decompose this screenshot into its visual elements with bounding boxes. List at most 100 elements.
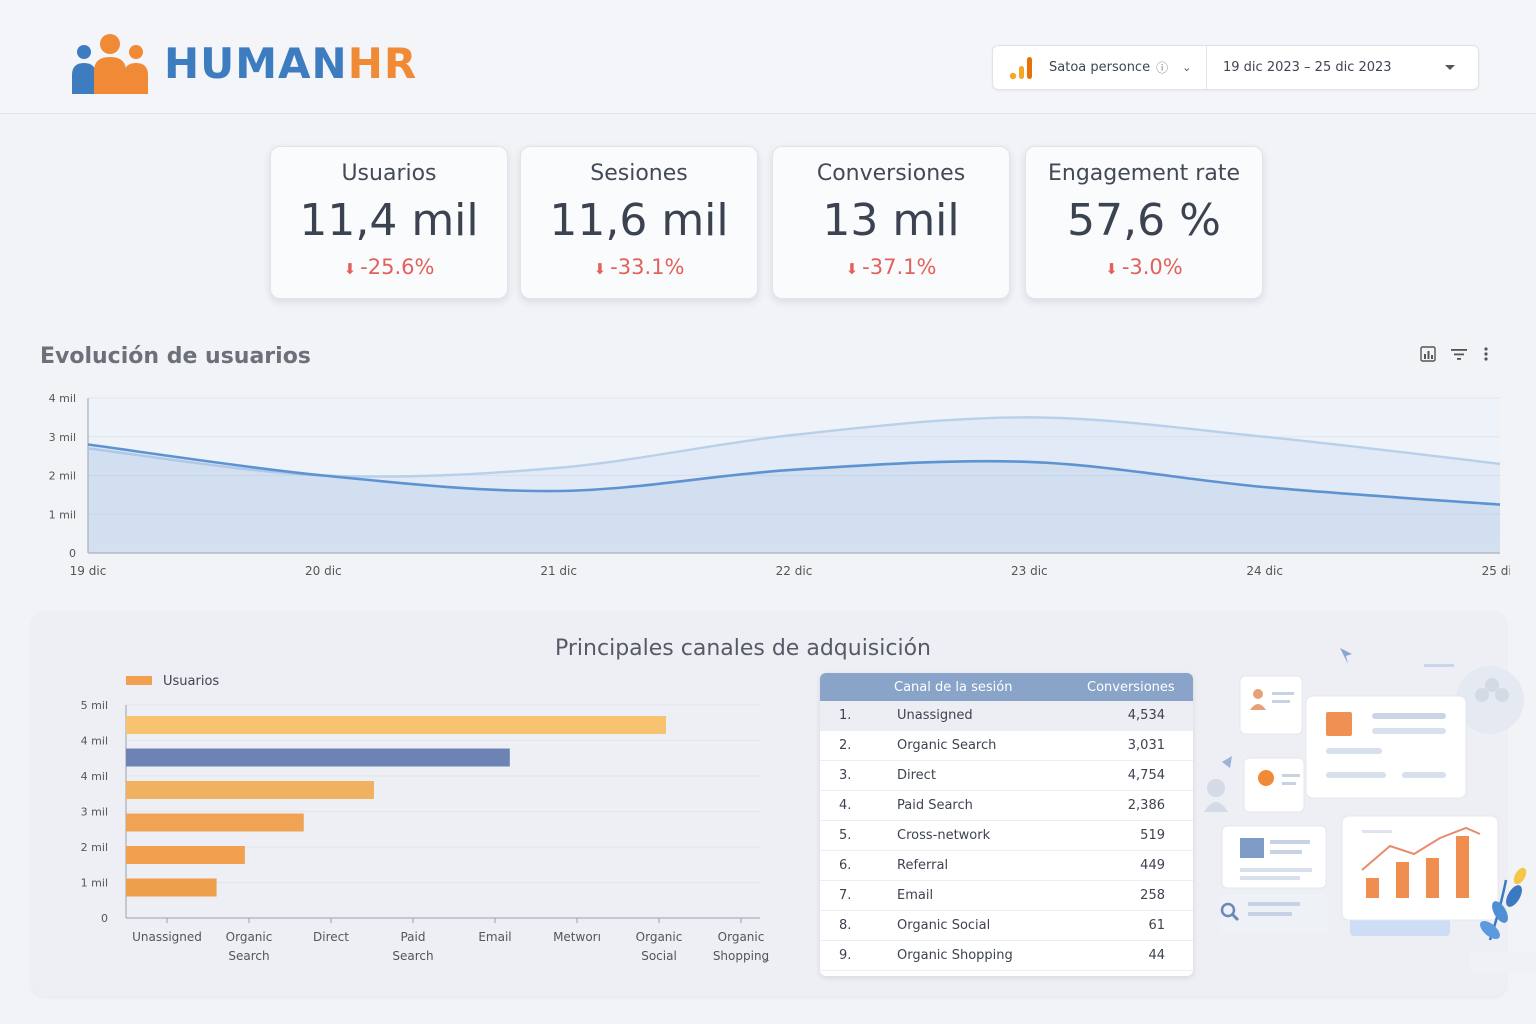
table-row[interactable]: 3. Direct 4,754 bbox=[820, 761, 1193, 791]
bar[interactable] bbox=[126, 813, 304, 832]
row-conversions: 3,031 bbox=[1127, 738, 1165, 753]
table-row[interactable]: 6. Referral 449 bbox=[820, 851, 1193, 881]
row-conversions: 2,386 bbox=[1127, 798, 1165, 813]
analytics-icon bbox=[1009, 56, 1032, 79]
x-tick-label: Organic Social bbox=[636, 930, 683, 963]
logo[interactable]: HUMANHR bbox=[70, 30, 417, 96]
legend-swatch bbox=[126, 676, 152, 685]
col-header-conversions[interactable]: Conversiones bbox=[1087, 679, 1175, 695]
row-conversions: 258 bbox=[1140, 888, 1165, 903]
row-channel: Paid Search bbox=[897, 798, 973, 813]
kpi-delta: ⬇ -25.6% bbox=[271, 255, 507, 279]
bar[interactable] bbox=[126, 716, 667, 734]
y-tick-label: 3 mil bbox=[81, 806, 108, 819]
arrow-down-icon: ⬇ bbox=[845, 260, 859, 278]
x-tick-label: Organic Shoppinǥ bbox=[713, 930, 770, 963]
bar[interactable] bbox=[126, 846, 245, 864]
table-row[interactable]: 9. Organic Shopping 44 bbox=[820, 941, 1193, 971]
y-tick-label: 4 mil bbox=[81, 735, 108, 748]
channels-table: Canal de la sesión Conversiones 1. Unassi… bbox=[820, 673, 1193, 976]
series-area-0 bbox=[88, 444, 1500, 553]
y-tick-label: 3 mil bbox=[49, 431, 76, 444]
table-body: 1. Unassigned 4,534 2. Organic Search 3,031 3.… bbox=[820, 701, 1193, 971]
property-label: Satoa personce bbox=[1049, 60, 1151, 75]
x-tick-label: 19 dic bbox=[70, 564, 107, 578]
chart-toolbar bbox=[1420, 346, 1490, 362]
x-tick-label: 20 dic bbox=[305, 564, 342, 578]
x-tick-label: Email bbox=[478, 930, 511, 944]
x-tick-label: 21 dic bbox=[540, 564, 577, 578]
row-number: 9. bbox=[839, 948, 852, 963]
bar[interactable] bbox=[126, 878, 217, 897]
table-row[interactable]: 2. Organic Search 3,031 bbox=[820, 731, 1193, 761]
row-number: 3. bbox=[839, 768, 852, 783]
bar[interactable] bbox=[126, 748, 510, 767]
more-vert-icon[interactable] bbox=[1482, 346, 1490, 362]
table-header: Canal de la sesión Conversiones bbox=[820, 673, 1193, 701]
chevron-down-icon[interactable]: ⌄ bbox=[1182, 61, 1192, 74]
property-selector[interactable]: Satoa personce ⓘ ⌄ bbox=[993, 46, 1207, 89]
kpi-card-usuarios[interactable]: Usuarios 11,4 mil ⬇ -25.6% bbox=[270, 146, 508, 299]
kpi-value: 57,6 % bbox=[1067, 195, 1221, 246]
y-tick-label: 1 mil bbox=[49, 508, 76, 521]
kpi-delta-value: -3.0% bbox=[1121, 255, 1183, 279]
row-number: 6. bbox=[839, 858, 852, 873]
x-tick-label: 23 dic bbox=[1011, 564, 1048, 578]
row-channel: Organic Shopping bbox=[897, 948, 1013, 963]
row-conversions: 4,534 bbox=[1127, 708, 1165, 723]
table-row[interactable]: 1. Unassigned 4,534 bbox=[820, 701, 1193, 731]
kpi-label: Conversiones bbox=[816, 161, 966, 186]
info-icon[interactable]: ⓘ bbox=[1156, 61, 1169, 75]
x-tick-label: 22 dic bbox=[776, 564, 813, 578]
row-conversions: 4,754 bbox=[1127, 768, 1165, 783]
row-conversions: 449 bbox=[1140, 858, 1165, 873]
dashboard-illustration bbox=[1204, 648, 1536, 972]
logo-part-human: HUMAN bbox=[164, 38, 348, 88]
row-channel: Email bbox=[897, 888, 934, 903]
kpi-label: Usuarios bbox=[341, 161, 437, 186]
y-tick-label: 4 mil bbox=[49, 392, 76, 405]
row-number: 1. bbox=[839, 708, 852, 723]
logo-part-hr: HR bbox=[347, 38, 418, 88]
legend-label: Usuarios bbox=[163, 674, 219, 689]
date-range-selector[interactable]: 19 dic 2023 – 25 dic 2023 bbox=[1207, 46, 1478, 89]
kpi-card-sesiones[interactable]: Sesiones 11,6 mil ⬇ -33.1% bbox=[520, 146, 758, 299]
row-number: 2. bbox=[839, 738, 852, 753]
channels-bar-chart: Usuarios 0 1 mil 2 mil 3 mil 4 mil 4 mil 5 mil U… bbox=[81, 674, 770, 963]
bar[interactable] bbox=[126, 781, 374, 799]
arrow-down-icon: ⬇ bbox=[1105, 260, 1118, 278]
table-row[interactable]: 8. Organic Social 61 bbox=[820, 911, 1193, 941]
x-tick-label: 24 dic bbox=[1246, 564, 1283, 578]
row-conversions: 61 bbox=[1148, 918, 1165, 933]
table-row[interactable]: 7. Email 258 bbox=[820, 881, 1193, 911]
x-tick-label: Paid Search bbox=[392, 930, 433, 963]
y-tick-label: 5 mil bbox=[81, 699, 108, 712]
series-area-1 bbox=[88, 417, 1500, 553]
y-tick-label: 2 mil bbox=[49, 470, 76, 483]
kpi-delta: ⬇ -33.1% bbox=[521, 255, 757, 279]
filter-icon[interactable] bbox=[1450, 346, 1468, 362]
row-channel: Referral bbox=[897, 858, 949, 873]
table-row[interactable]: 5. Cross-network 519 bbox=[820, 821, 1193, 851]
y-tick-label: 4 mil bbox=[81, 770, 108, 783]
row-number: 8. bbox=[839, 918, 852, 933]
row-number: 4. bbox=[839, 798, 852, 813]
row-channel: Direct bbox=[897, 768, 936, 783]
col-header-channel[interactable]: Canal de la sesión bbox=[894, 679, 1013, 695]
date-range-label: 19 dic 2023 – 25 dic 2023 bbox=[1223, 60, 1392, 75]
kpi-card-engagement[interactable]: Engagement rate 57,6 % ⬇ -3.0% bbox=[1025, 146, 1263, 299]
people-logo-icon bbox=[72, 34, 148, 94]
evolution-title: Evolución de usuarios bbox=[40, 344, 311, 369]
kpi-card-conversiones[interactable]: Conversiones 13 mil ⬇ -37.1% bbox=[772, 146, 1010, 299]
series-line-0 bbox=[87, 443, 1501, 506]
y-tick-label: 1 mil bbox=[81, 877, 108, 890]
chart-settings-icon[interactable] bbox=[1420, 346, 1436, 362]
users-line-chart: 0 1 mil 2 mil 3 mil 4 mil 19 dic 20 dic 21 dic 2… bbox=[49, 392, 1510, 578]
report-controls: Satoa personce ⓘ ⌄ 19 dic 2023 – 25 dic … bbox=[992, 45, 1479, 90]
row-channel: Organic Social bbox=[897, 918, 991, 933]
x-tick-label: Unassigned bbox=[132, 930, 202, 944]
table-row[interactable]: 4. Paid Search 2,386 bbox=[820, 791, 1193, 821]
x-tick-label: Direct bbox=[313, 930, 349, 944]
arrow-down-icon: ⬇ bbox=[593, 260, 607, 278]
kpi-label: Sesiones bbox=[590, 161, 688, 186]
